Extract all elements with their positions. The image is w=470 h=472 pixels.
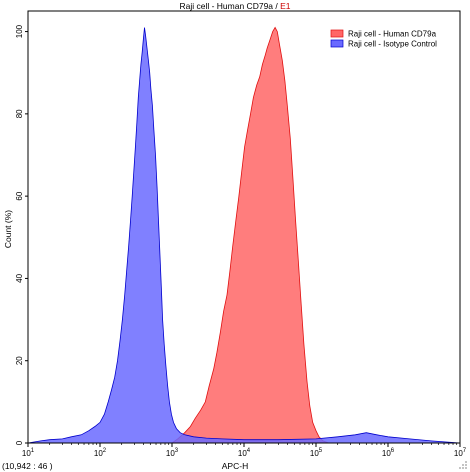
x-tick-label-6: 106 <box>382 448 395 458</box>
chart-title-suffix: E1 <box>280 1 291 11</box>
y-tick-label-80: 80 <box>15 109 24 118</box>
y-tick-label-100: 100 <box>15 24 24 38</box>
x-tick-label-3: 103 <box>166 448 179 458</box>
x-tick-label-5: 105 <box>310 448 323 458</box>
x-tick-label-7: 107 <box>454 448 467 458</box>
y-axis-label: Count (%) <box>3 209 13 249</box>
legend-label-cd79a: Raji cell - Human CD79a <box>348 30 437 39</box>
series-area-cd79a <box>170 26 329 444</box>
resize-grip-icon[interactable] <box>458 460 468 470</box>
legend-label-isotype: Raji cell - Isotype Control <box>348 40 437 49</box>
y-tick-label-60: 60 <box>15 191 24 200</box>
y-tick-label-40: 40 <box>15 273 24 282</box>
y-tick-label-0: 0 <box>15 440 24 445</box>
legend-swatch-cd79a <box>330 29 344 38</box>
y-tick-label-20: 20 <box>15 356 24 365</box>
x-tick-label-1: 101 <box>22 448 35 458</box>
x-tick-label-4: 104 <box>238 448 251 458</box>
series-area-isotype <box>27 27 461 444</box>
coordinate-readout: (10,942 : 46 ) <box>2 461 53 471</box>
chart-title: Raji cell - Human CD79a / E1 <box>0 0 470 12</box>
legend-swatch-isotype <box>330 39 344 48</box>
x-tick-label-2: 102 <box>94 448 107 458</box>
x-axis-label: APC-H <box>221 461 249 471</box>
chart-title-main: Raji cell - Human CD79a / <box>179 1 281 11</box>
